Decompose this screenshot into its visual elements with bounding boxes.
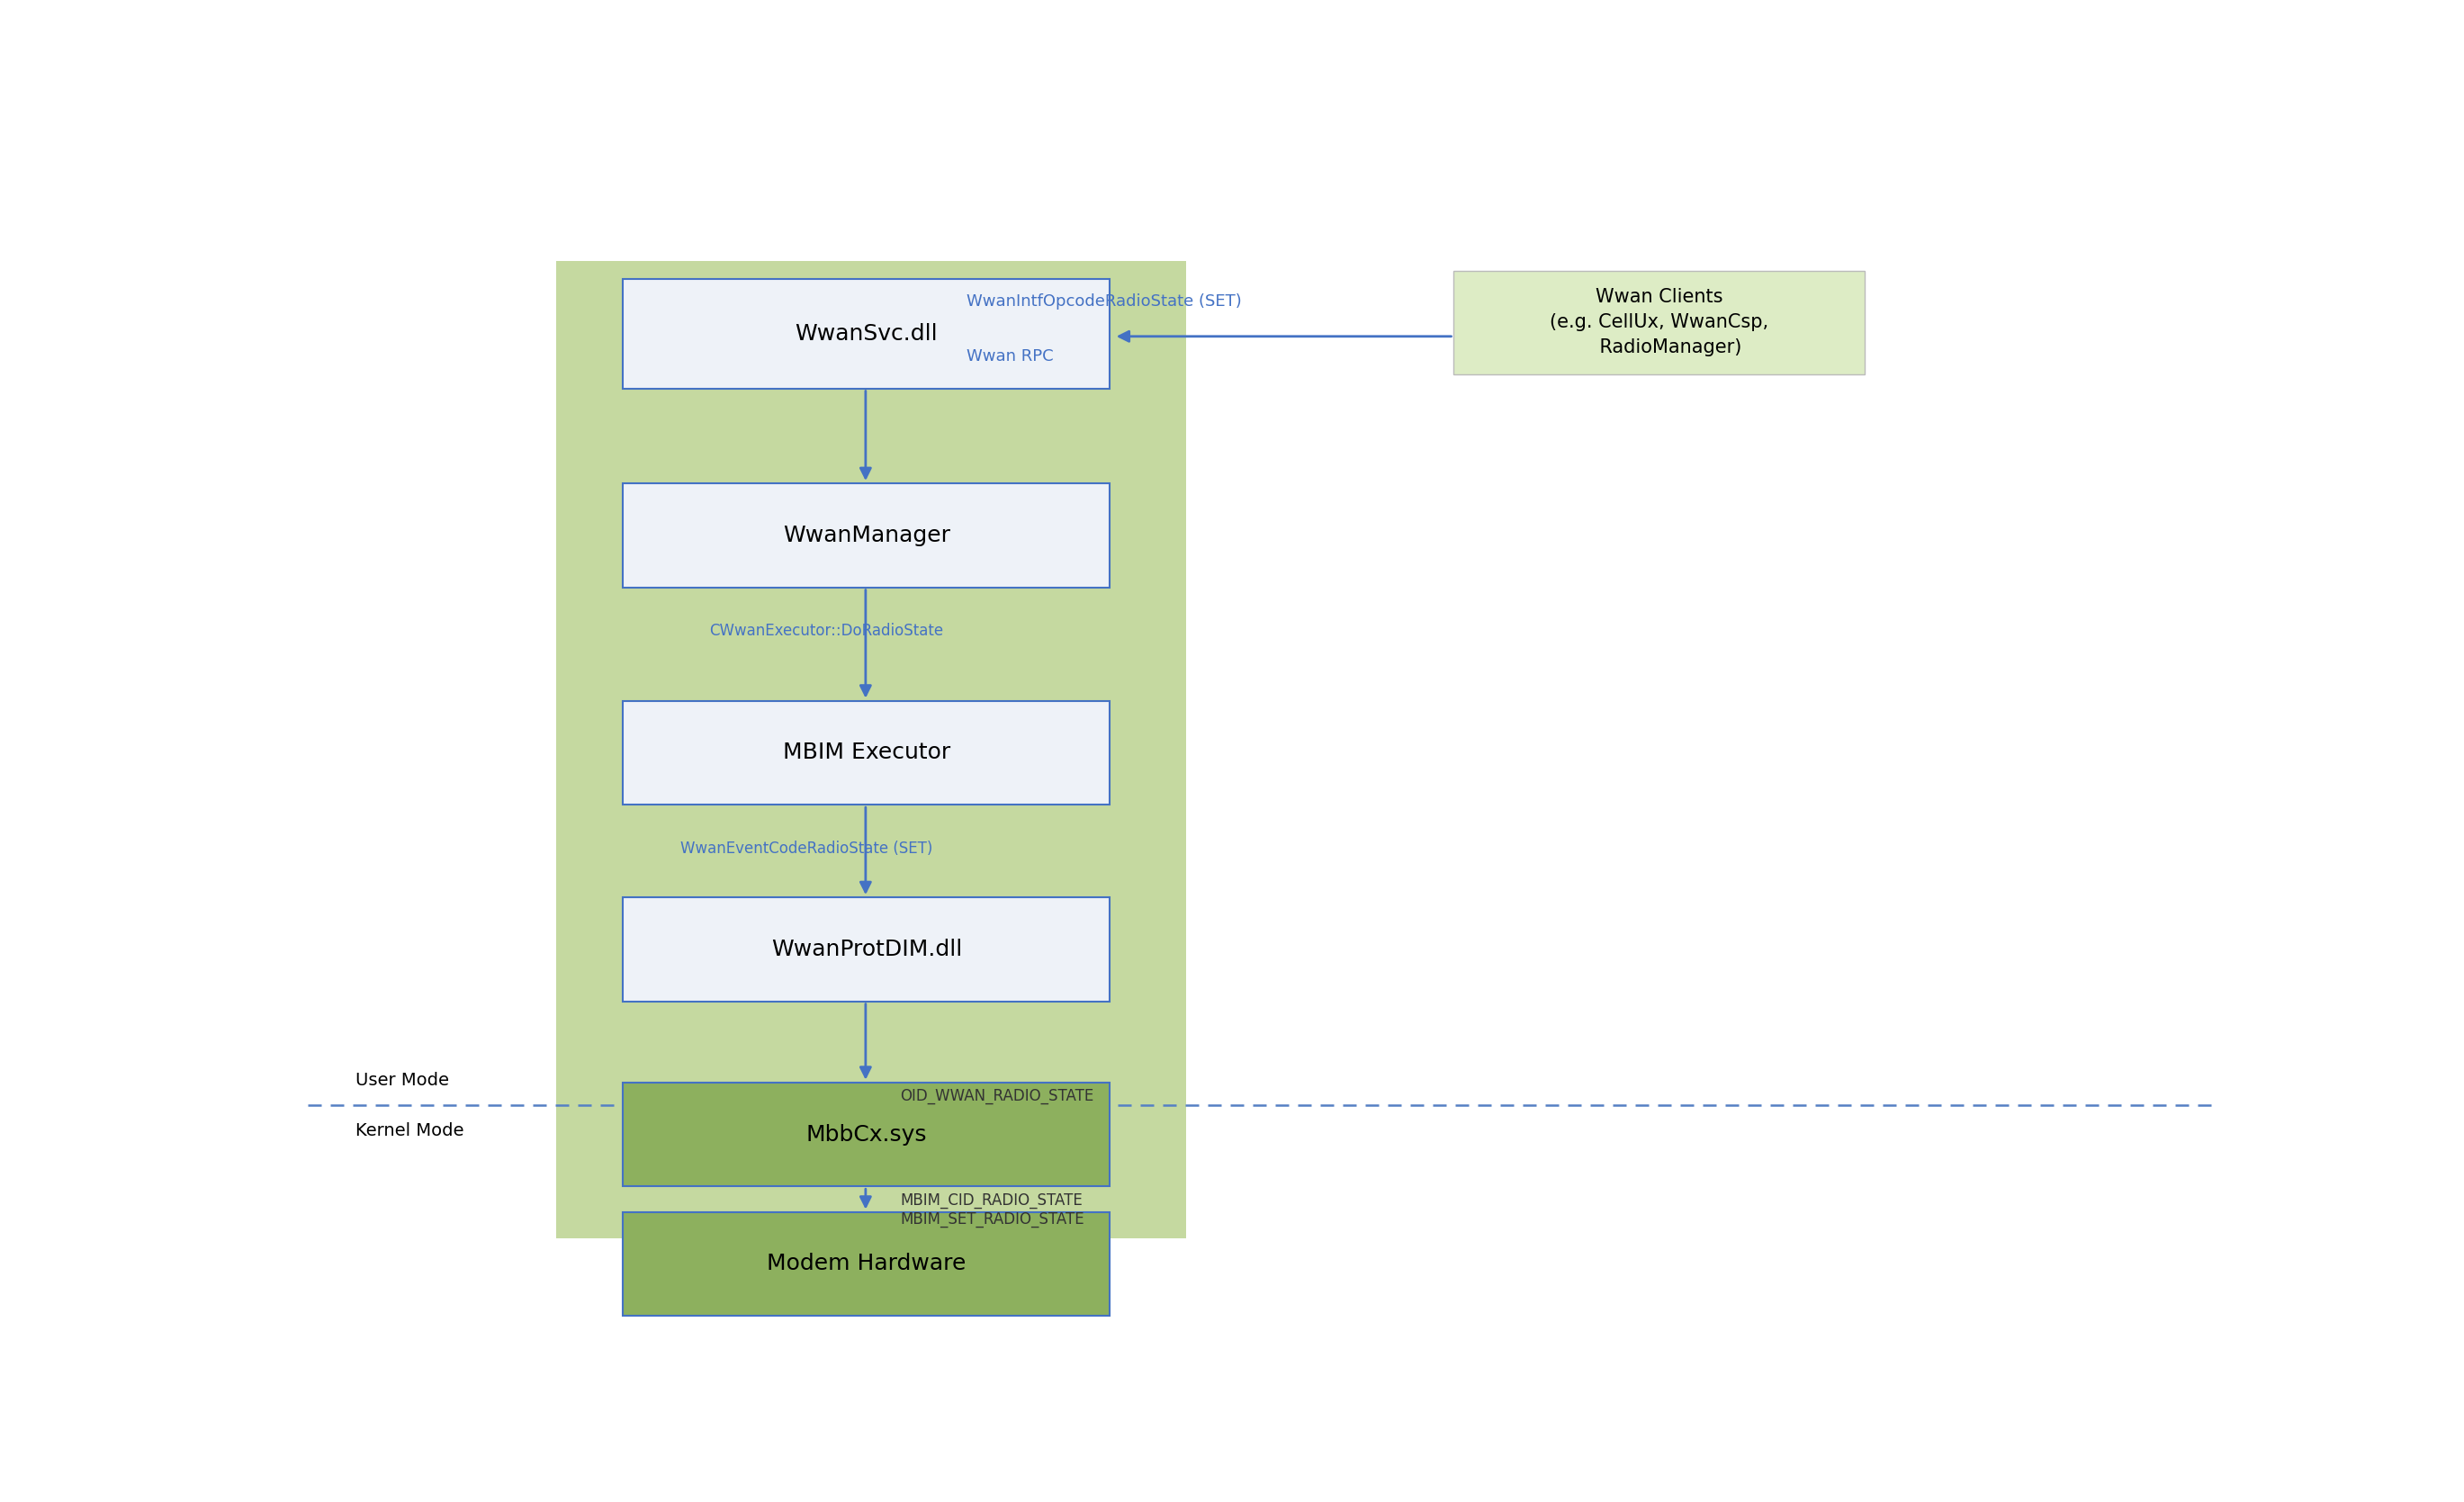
FancyBboxPatch shape bbox=[623, 897, 1109, 1002]
Text: WwanIntfOpcodeRadioState (SET): WwanIntfOpcodeRadioState (SET) bbox=[966, 293, 1242, 309]
Text: WwanProtDIM.dll: WwanProtDIM.dll bbox=[771, 939, 961, 960]
Text: WwanEventCodeRadioState (SET): WwanEventCodeRadioState (SET) bbox=[680, 841, 934, 856]
Text: MBIM_CID_RADIO_STATE
MBIM_SET_RADIO_STATE: MBIM_CID_RADIO_STATE MBIM_SET_RADIO_STAT… bbox=[899, 1193, 1084, 1227]
Text: MbbCx.sys: MbbCx.sys bbox=[806, 1123, 926, 1145]
Text: Wwan RPC: Wwan RPC bbox=[966, 348, 1055, 363]
Text: Kernel Mode: Kernel Mode bbox=[355, 1122, 463, 1140]
Text: WwanSvc.dll: WwanSvc.dll bbox=[796, 323, 939, 344]
Text: MBIM Executor: MBIM Executor bbox=[784, 742, 951, 763]
FancyBboxPatch shape bbox=[623, 700, 1109, 805]
Text: Modem Hardware: Modem Hardware bbox=[766, 1253, 966, 1275]
FancyBboxPatch shape bbox=[557, 261, 1188, 1239]
FancyBboxPatch shape bbox=[623, 278, 1109, 389]
Text: Wwan Clients
(e.g. CellUx, WwanCsp,
    RadioManager): Wwan Clients (e.g. CellUx, WwanCsp, Radi… bbox=[1550, 288, 1769, 356]
FancyBboxPatch shape bbox=[623, 1212, 1109, 1316]
Text: OID_WWAN_RADIO_STATE: OID_WWAN_RADIO_STATE bbox=[899, 1087, 1094, 1104]
Text: WwanManager: WwanManager bbox=[784, 524, 951, 547]
Text: User Mode: User Mode bbox=[355, 1071, 448, 1089]
Text: CWwanExecutor::DoRadioState: CWwanExecutor::DoRadioState bbox=[710, 623, 944, 640]
FancyBboxPatch shape bbox=[623, 1083, 1109, 1187]
FancyBboxPatch shape bbox=[1454, 270, 1865, 374]
FancyBboxPatch shape bbox=[623, 484, 1109, 587]
